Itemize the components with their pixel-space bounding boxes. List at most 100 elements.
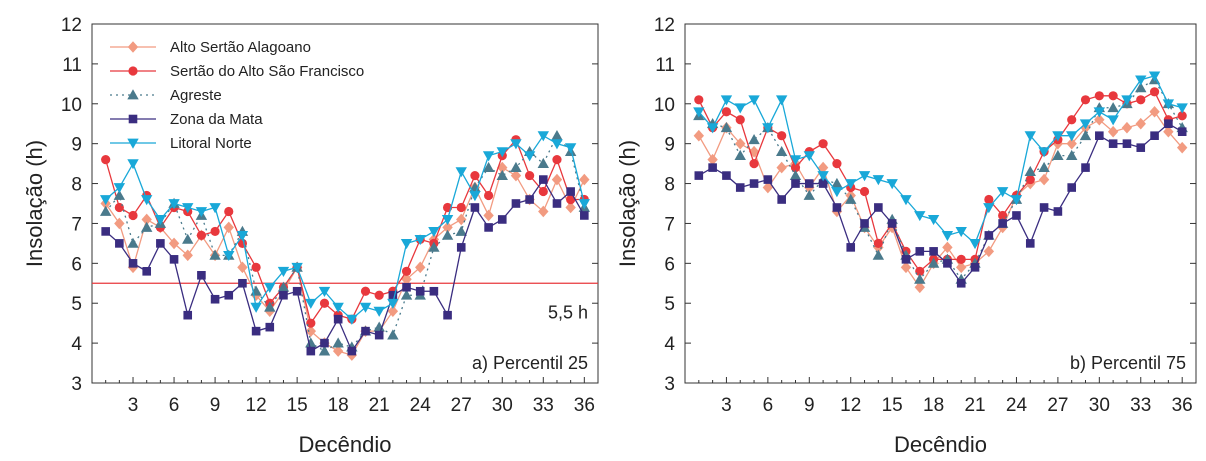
data-point: [1094, 91, 1104, 101]
data-point: [113, 189, 126, 200]
y-tick-label: 5: [71, 294, 82, 315]
data-point: [400, 238, 413, 250]
data-point: [1149, 87, 1160, 97]
data-point: [388, 290, 398, 300]
data-point: [428, 227, 440, 238]
data-point: [141, 221, 153, 232]
data-point: [1024, 165, 1036, 176]
data-point: [1079, 119, 1092, 130]
data-point: [693, 107, 705, 118]
y-tick-label: 7: [71, 214, 82, 235]
data-point: [564, 143, 577, 154]
data-point: [1094, 113, 1105, 126]
data-point: [373, 306, 385, 317]
x-tick-label: 33: [1130, 395, 1151, 416]
data-point: [305, 337, 317, 348]
data-point: [552, 199, 562, 208]
data-point: [693, 129, 705, 142]
data-point: [456, 202, 466, 213]
data-point: [250, 302, 262, 313]
data-point: [1107, 102, 1119, 113]
data-point: [955, 227, 967, 238]
data-point: [115, 239, 124, 248]
data-point: [224, 290, 234, 300]
data-point: [1038, 147, 1050, 158]
data-point: [538, 205, 549, 218]
data-point: [914, 281, 925, 294]
data-point: [101, 155, 111, 165]
data-point: [142, 267, 152, 276]
data-point: [195, 207, 208, 218]
data-point: [942, 241, 953, 254]
x-tick-label: 12: [246, 395, 267, 416]
data-point: [332, 345, 344, 357]
data-point: [251, 262, 261, 272]
y-tick-label: 9: [664, 135, 675, 156]
data-point: [1066, 137, 1077, 150]
data-point: [497, 215, 507, 224]
data-point: [360, 286, 371, 296]
data-point: [1149, 105, 1160, 118]
data-point: [279, 290, 288, 300]
legend-label: Litoral Norte: [170, 135, 252, 152]
y-tick-label: 11: [62, 55, 82, 76]
legend-marker: [128, 66, 138, 76]
data-point: [401, 266, 412, 276]
y-tick-label: 3: [664, 374, 675, 395]
data-point: [1067, 183, 1077, 192]
data-point: [914, 273, 926, 284]
legend-marker: [127, 41, 139, 53]
data-point: [1164, 119, 1173, 129]
y-tick-label: 3: [71, 374, 82, 395]
data-point: [998, 210, 1008, 221]
data-point: [1080, 95, 1091, 105]
data-point: [196, 230, 207, 241]
data-point: [566, 194, 576, 205]
x-tick-label: 3: [128, 395, 139, 416]
data-point: [887, 219, 897, 228]
data-point: [859, 186, 870, 197]
data-point: [510, 169, 522, 182]
x-tick-label: 18: [328, 395, 349, 416]
data-point: [720, 122, 733, 133]
data-point: [401, 273, 412, 286]
data-point: [956, 278, 966, 288]
data-point: [525, 195, 534, 204]
data-point: [168, 199, 180, 210]
data-point: [817, 161, 829, 174]
data-point: [277, 266, 290, 278]
data-point: [223, 250, 235, 262]
data-point: [1177, 127, 1187, 136]
data-point: [846, 243, 856, 252]
data-point: [735, 183, 745, 192]
series-line-4: [698, 75, 1183, 245]
data-point: [373, 321, 385, 332]
plot-frame: [684, 23, 1197, 384]
data-point: [818, 179, 828, 188]
data-point: [169, 255, 179, 264]
data-point: [929, 247, 938, 256]
data-point: [1121, 121, 1133, 134]
data-point: [277, 281, 290, 292]
data-point: [956, 261, 967, 274]
x-tick-label: 21: [964, 395, 985, 416]
reference-line-label: 5,5 h: [548, 302, 588, 322]
data-point: [1150, 131, 1159, 140]
data-point: [429, 286, 439, 296]
data-point: [735, 137, 746, 150]
data-point: [1108, 139, 1118, 148]
data-point: [996, 187, 1009, 198]
data-point: [983, 245, 995, 258]
data-point: [1162, 99, 1175, 110]
x-tick-label: 27: [451, 395, 472, 416]
data-point: [101, 227, 110, 236]
data-point: [803, 189, 815, 200]
data-point: [223, 221, 234, 234]
data-point: [858, 171, 871, 182]
data-point: [789, 169, 802, 180]
x-axis-title: Decêndio: [894, 432, 987, 457]
data-point: [1067, 115, 1077, 125]
data-point: [264, 282, 276, 293]
data-point: [224, 206, 234, 217]
